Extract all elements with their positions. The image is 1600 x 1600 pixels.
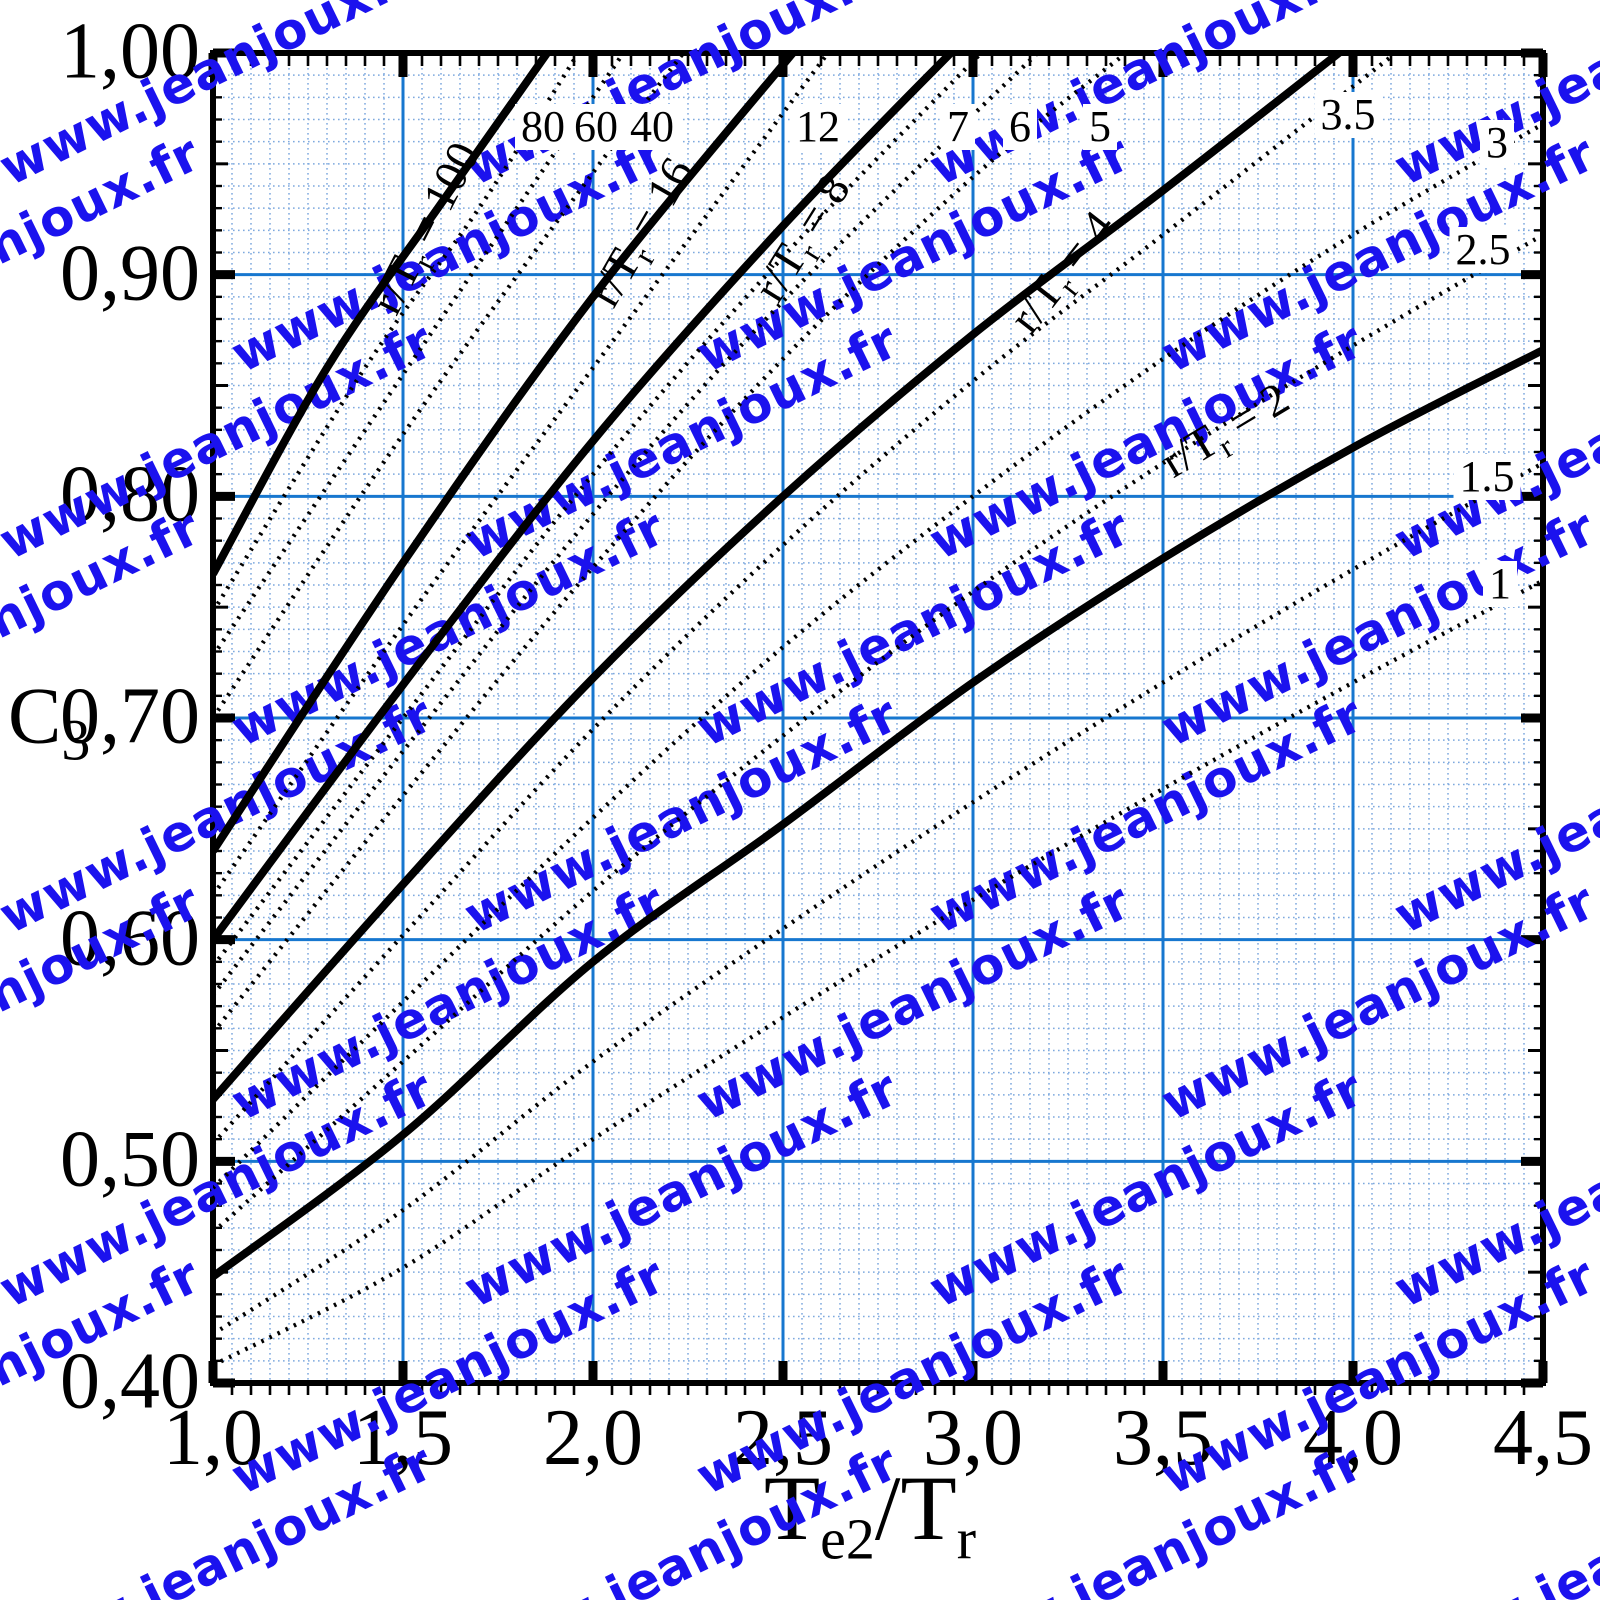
curve-rtr-7 xyxy=(213,53,985,968)
x-tick-label: 2,0 xyxy=(543,1394,643,1482)
y-axis-title-text: C xyxy=(8,672,62,761)
curve-rtr-6 xyxy=(213,53,1041,997)
x-tick-label: 4,5 xyxy=(1493,1394,1593,1482)
curve-rtr-1.5 xyxy=(213,461,1543,1337)
curve-rtr-100 xyxy=(213,53,553,576)
y-tick-label: 0,60 xyxy=(60,894,200,983)
y-tick-label: 0,40 xyxy=(60,1337,200,1426)
curve-rtr-12 xyxy=(213,53,831,897)
curve-rtr-1 xyxy=(213,578,1543,1368)
x-axis-title-text-2: /T xyxy=(874,1457,957,1559)
curve-label-60: 60 xyxy=(568,104,624,150)
curve-label-2.5: 2.5 xyxy=(1449,227,1517,273)
curve-label-80: 80 xyxy=(515,104,571,150)
curve-rtr-80 xyxy=(213,53,581,613)
curve-label-3.5: 3.5 xyxy=(1314,92,1382,138)
y-tick-label: 0,70 xyxy=(60,672,200,761)
y-tick-label: 0,80 xyxy=(60,450,200,539)
x-axis-title-subscript-1: e2 xyxy=(820,1506,875,1572)
curve-label-7: 7 xyxy=(941,104,975,150)
x-tick-label: 3,5 xyxy=(1113,1394,1213,1482)
curve-label-1: 1 xyxy=(1483,561,1517,607)
y-tick-label: 0,90 xyxy=(60,229,200,318)
curve-label-6: 6 xyxy=(1003,104,1037,150)
x-tick-label: 1,5 xyxy=(353,1394,453,1482)
curve-rtr-4 xyxy=(213,53,1346,1102)
curve-rtr-16 xyxy=(213,53,799,854)
y-tick-label: 0,50 xyxy=(60,1115,200,1204)
curve-label-12: 12 xyxy=(790,104,846,150)
x-tick-label: 2,5 xyxy=(733,1394,833,1482)
curve-rtr-2 xyxy=(213,346,1543,1280)
curve-rtr-2.5 xyxy=(213,232,1543,1234)
y-axis-title-subscript: 3 xyxy=(61,707,91,773)
curve-rtr-40 xyxy=(213,53,687,720)
x-tick-label: 1,0 xyxy=(163,1394,263,1482)
x-tick-label: 4,0 xyxy=(1303,1394,1403,1482)
curve-label-5: 5 xyxy=(1083,104,1117,150)
y-axis-title: C3 xyxy=(8,676,90,769)
curve-label-40: 40 xyxy=(624,104,680,150)
curve-label-3: 3 xyxy=(1480,120,1514,166)
y-tick-label: 1,00 xyxy=(60,7,200,96)
x-tick-label: 3,0 xyxy=(923,1394,1023,1482)
curve-rtr-8 xyxy=(213,53,957,943)
x-axis-title: Te2/Tr xyxy=(764,1462,976,1568)
curve-label-1.5: 1.5 xyxy=(1453,454,1521,500)
x-axis-title-subscript-2: r xyxy=(956,1506,977,1572)
x-axis-title-text: T xyxy=(763,1457,821,1559)
